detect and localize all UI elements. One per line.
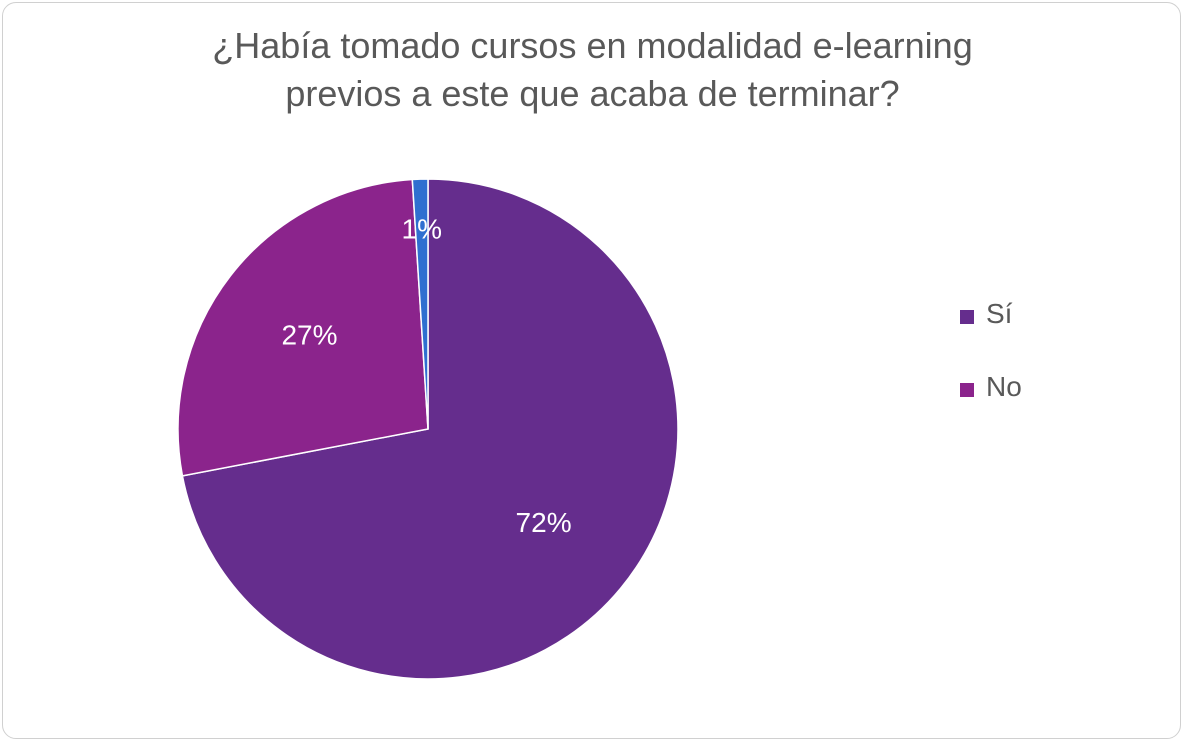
pie-slice-2 xyxy=(411,178,429,430)
data-label-2: 1% xyxy=(402,213,442,244)
chart-title-line-2: previos a este que acaba de terminar? xyxy=(285,73,900,114)
data-label-1: 27% xyxy=(281,319,337,350)
legend-swatch-si xyxy=(960,310,974,324)
data-label-0: 72% xyxy=(516,507,572,538)
legend-swatch-no xyxy=(960,383,974,397)
legend-label-si: Sí xyxy=(986,298,1013,329)
legend-label-no: No xyxy=(986,371,1022,402)
pie-slice-1 xyxy=(177,178,429,477)
pie-slice-0 xyxy=(181,178,679,680)
chart-title: ¿Había tomado cursos en modalidad e-lear… xyxy=(0,22,1185,118)
chart-title-line-1: ¿Había tomado cursos en modalidad e-lear… xyxy=(212,25,973,66)
